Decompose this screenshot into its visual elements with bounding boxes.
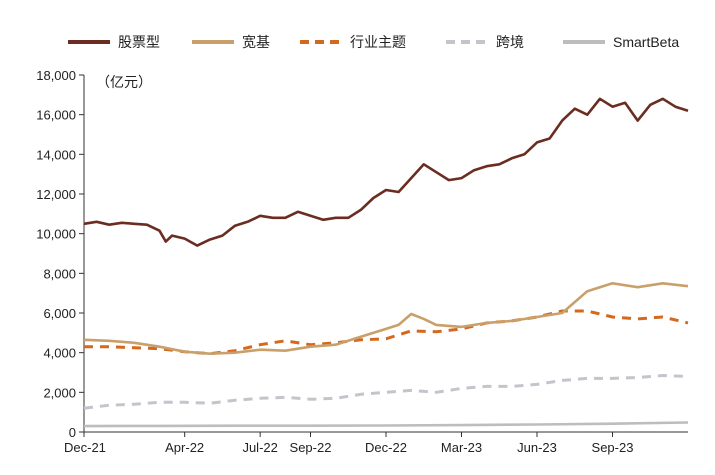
y-tick-label: 18,000 xyxy=(36,68,76,83)
legend-label-3: 跨境 xyxy=(496,34,524,50)
series-group xyxy=(83,97,689,428)
legend-label-4: SmartBeta xyxy=(613,34,679,50)
series-line-2 xyxy=(84,309,689,356)
legend: 股票型 宽基 行业主题 跨境 SmartBeta xyxy=(68,34,679,50)
x-tick-label: Sep-22 xyxy=(290,440,332,455)
y-tick-label: 16,000 xyxy=(36,108,76,123)
x-tick-label: Sep-23 xyxy=(592,440,634,455)
legend-label-0: 股票型 xyxy=(118,34,160,50)
y-tick-label: 6,000 xyxy=(43,306,76,321)
x-tick-label: Jun-23 xyxy=(517,440,557,455)
legend-label-1: 宽基 xyxy=(242,34,270,50)
series-line-3 xyxy=(83,374,689,410)
y-tick-label: 2,000 xyxy=(43,385,76,400)
y-tick-label: 14,000 xyxy=(36,147,76,162)
x-tick-label: Apr-22 xyxy=(165,440,204,455)
x-axis: Dec-21 Apr-22 Jul-22 Sep-22 Dec-22 Mar-23 Jun-… xyxy=(64,431,688,455)
x-tick-label: Mar-23 xyxy=(441,440,482,455)
y-axis: 0 2,000 4,000 6,000 8,000 10,000 12,000 14,000 1… xyxy=(36,68,85,440)
y-tick-label: 8,000 xyxy=(43,266,76,281)
x-tick-label: Dec-22 xyxy=(365,440,407,455)
x-tick-label: Dec-21 xyxy=(64,440,106,455)
series-line-0 xyxy=(83,97,689,247)
unit-label: （亿元） xyxy=(96,74,152,90)
x-tick-label: Jul-22 xyxy=(242,440,277,455)
y-tick-label: 4,000 xyxy=(43,346,76,361)
legend-label-2: 行业主题 xyxy=(350,34,406,50)
y-tick-label: 0 xyxy=(69,425,76,440)
series-line-4 xyxy=(83,421,689,428)
y-tick-label: 10,000 xyxy=(36,227,76,242)
y-tick-label: 12,000 xyxy=(36,187,76,202)
series-line-1 xyxy=(83,282,689,355)
